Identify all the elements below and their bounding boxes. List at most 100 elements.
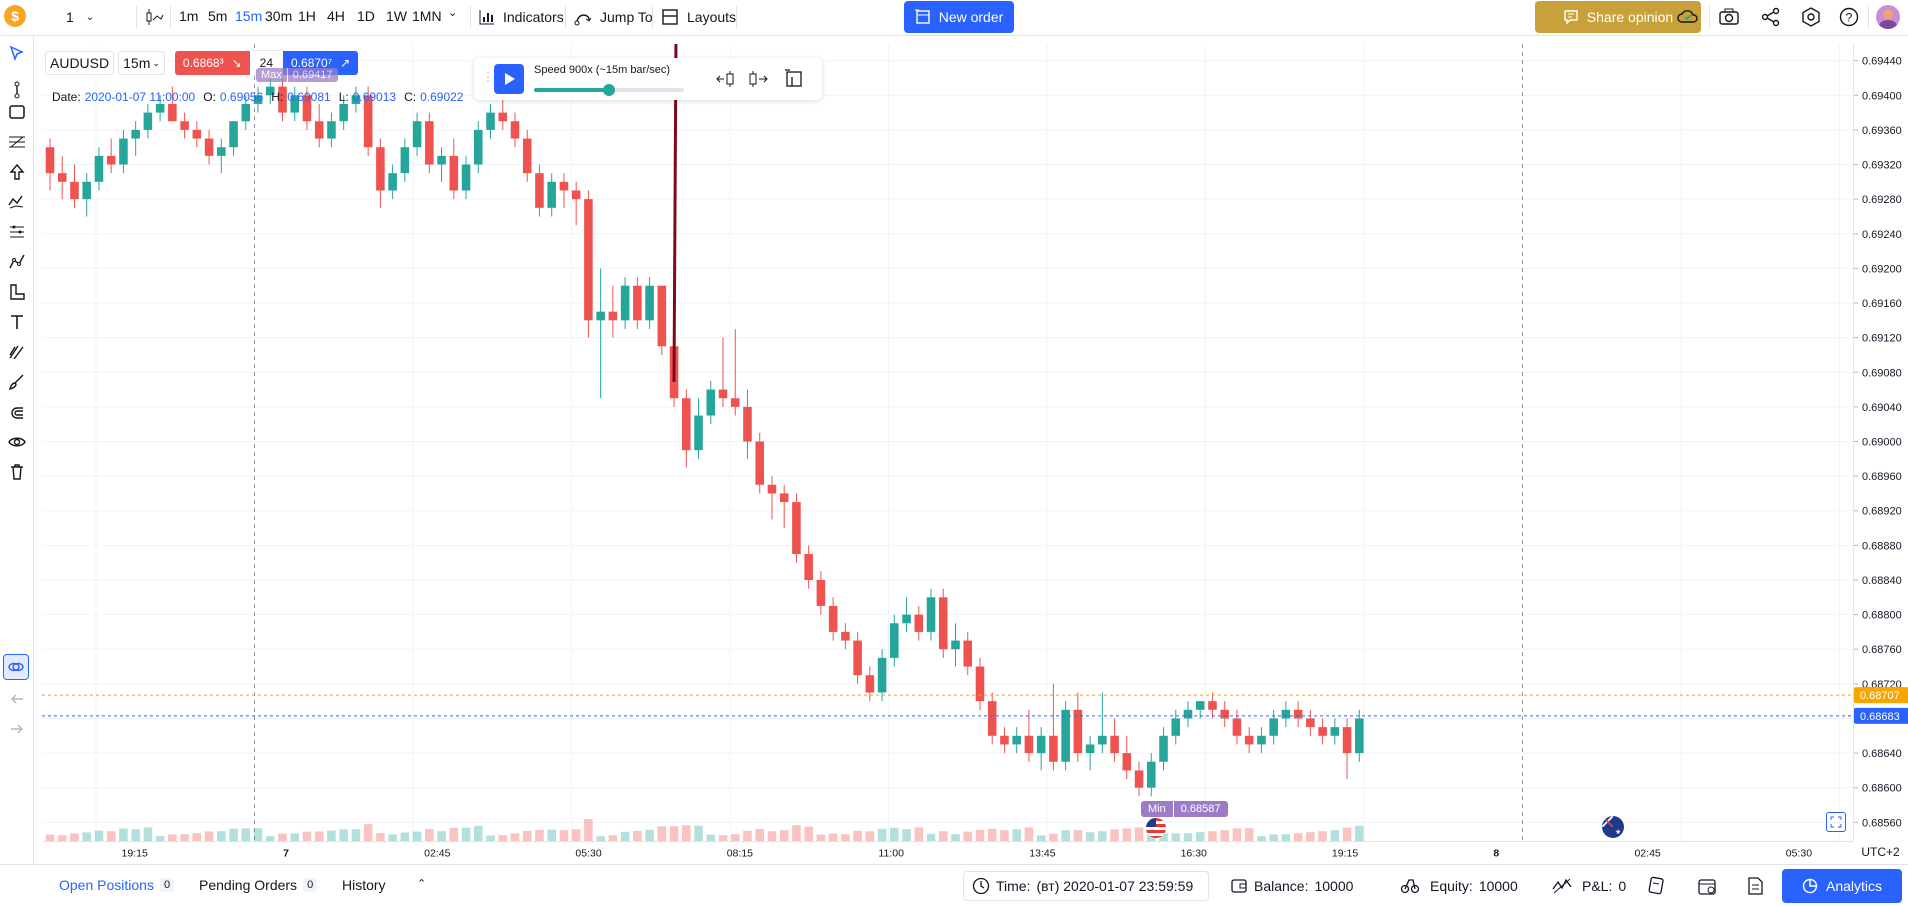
candle-body — [1098, 735, 1107, 745]
text-tool-icon[interactable] — [5, 310, 29, 334]
chart-type-button[interactable] — [144, 0, 164, 34]
cursor-icon[interactable] — [5, 42, 29, 66]
candle-body — [816, 579, 826, 606]
report-icon[interactable] — [1745, 876, 1765, 899]
volume-bar — [559, 830, 569, 841]
tf-1h[interactable]: 1H — [298, 8, 316, 24]
cloud-save-icon[interactable] — [1677, 6, 1699, 31]
candlestick-chart[interactable] — [42, 44, 1853, 841]
volume-bar — [730, 834, 740, 841]
tf-4h[interactable]: 4H — [327, 8, 345, 24]
share-opinion-button[interactable]: Share opinion — [1535, 1, 1701, 33]
price-axis[interactable]: 0.69440 0.69400 0.69360 0.69320 0.69280 0.692… — [1853, 44, 1908, 841]
volume-bar — [1281, 834, 1291, 841]
layouts-button[interactable]: Layouts — [661, 0, 736, 34]
volume-bar — [828, 833, 838, 841]
us-flag-icon[interactable] — [1146, 818, 1166, 838]
play-button[interactable] — [494, 64, 524, 94]
interval-select[interactable]: 1 ⌄ — [66, 0, 94, 34]
tab-history[interactable]: History — [342, 877, 386, 893]
close-label: C: — [404, 90, 417, 104]
timeframes-chevron-icon[interactable]: ⌄ — [448, 7, 458, 19]
candle-body — [82, 181, 91, 200]
open-label: O: — [203, 90, 216, 104]
interval-label: 15m — [123, 55, 151, 71]
logo-icon[interactable]: $ — [4, 5, 26, 27]
share-icon[interactable] — [1760, 6, 1782, 31]
time-axis[interactable]: 19:15 7 02:45 05:30 08:15 11:00 13:45 16:30 19:1… — [42, 841, 1853, 863]
calendar-icon[interactable] — [1697, 876, 1717, 899]
tf-15m[interactable]: 15m — [235, 8, 263, 24]
new-order-icon — [914, 9, 930, 24]
measure-icon[interactable] — [5, 280, 29, 304]
symbol-interval[interactable]: 15m ⌄ — [118, 51, 165, 75]
sell-button[interactable]: 0.6868³ ↘ — [174, 51, 250, 75]
au-flag-icon[interactable]: ★ — [1602, 816, 1624, 838]
tf-1d[interactable]: 1D — [357, 8, 375, 24]
time-tick-label: 02:45 — [1634, 847, 1660, 859]
tf-1w[interactable]: 1W — [386, 8, 407, 24]
indicators-button[interactable]: Indicators — [479, 0, 564, 34]
symbol-name[interactable]: AUDUSD — [45, 51, 115, 75]
volume-bar — [1330, 830, 1340, 841]
auto-scale-icon[interactable] — [1826, 812, 1846, 832]
history-label: History — [342, 877, 386, 893]
trash-icon[interactable] — [5, 460, 29, 484]
candle-body — [633, 285, 642, 321]
brush-icon[interactable] — [5, 370, 29, 394]
max-label: Max — [256, 68, 287, 82]
top-toolbar: $ 1 ⌄ 1m 5m 15m 30m 1H 4H 1D 1W 1MN ⌄ Ind… — [0, 0, 1908, 36]
settings-icon[interactable] — [1800, 6, 1822, 31]
magnet-icon[interactable] — [5, 400, 29, 424]
candle-body — [155, 103, 165, 113]
redo-icon[interactable] — [5, 716, 29, 740]
candle-body — [853, 640, 862, 676]
ask-price-marker-label: 0.68707 — [1860, 690, 1900, 702]
tf-30m[interactable]: 30m — [265, 8, 293, 24]
trend-line-icon[interactable] — [5, 78, 29, 102]
tf-1mn[interactable]: 1MN — [412, 8, 442, 24]
candle-body — [559, 181, 569, 191]
tf-1m[interactable]: 1m — [179, 8, 199, 24]
speed-slider[interactable] — [534, 84, 684, 96]
pnl-display: P&L: 0 — [1552, 877, 1626, 895]
pattern-tool-icon[interactable] — [5, 190, 29, 214]
candle-body — [327, 121, 336, 139]
eye-icon[interactable] — [5, 430, 29, 454]
candle-body — [437, 155, 446, 165]
timezone-label[interactable]: UTC+2 — [1861, 845, 1900, 859]
undo-icon[interactable] — [5, 686, 29, 710]
tab-pending-orders[interactable]: Pending Orders 0 — [199, 877, 318, 893]
collapse-panel-icon[interactable]: ⌃ — [417, 878, 427, 890]
volume-bar — [461, 827, 471, 841]
min-label: Min — [1141, 801, 1173, 817]
camera-icon[interactable] — [1718, 6, 1740, 31]
candle-body — [425, 121, 434, 165]
candle-body — [1024, 735, 1034, 754]
exit-replay-icon[interactable] — [784, 69, 804, 92]
jump-to-button[interactable]: Jump To — [574, 0, 653, 34]
candle-body — [1183, 709, 1193, 719]
polyline-icon[interactable] — [5, 250, 29, 274]
speed-slider-thumb[interactable] — [603, 84, 615, 96]
rectangle-icon[interactable] — [5, 100, 29, 124]
avatar[interactable] — [1876, 5, 1900, 29]
chart-pane[interactable] — [42, 44, 1853, 841]
volume-bar — [1171, 833, 1181, 841]
fib-tool-icon[interactable] — [5, 130, 29, 154]
replay-time-box: Time: (вт) 2020-01-07 23:59:59 — [963, 871, 1209, 901]
candle-body — [498, 112, 508, 122]
notes-icon[interactable] — [1646, 876, 1666, 899]
help-icon[interactable]: ? — [1838, 6, 1860, 31]
analytics-button[interactable]: Analytics — [1782, 869, 1902, 903]
step-back-icon[interactable] — [716, 69, 738, 92]
volume-bar — [94, 830, 104, 841]
new-order-button[interactable]: New order — [904, 1, 1014, 33]
brush-lines-icon[interactable] — [5, 340, 29, 364]
step-forward-icon[interactable] — [746, 69, 768, 92]
sync-drawings-icon[interactable] — [3, 654, 29, 680]
forecast-tool-icon[interactable] — [5, 220, 29, 244]
arrow-up-icon[interactable] — [5, 160, 29, 184]
tf-5m[interactable]: 5m — [208, 8, 228, 24]
tab-open-positions[interactable]: Open Positions 0 — [59, 877, 175, 893]
